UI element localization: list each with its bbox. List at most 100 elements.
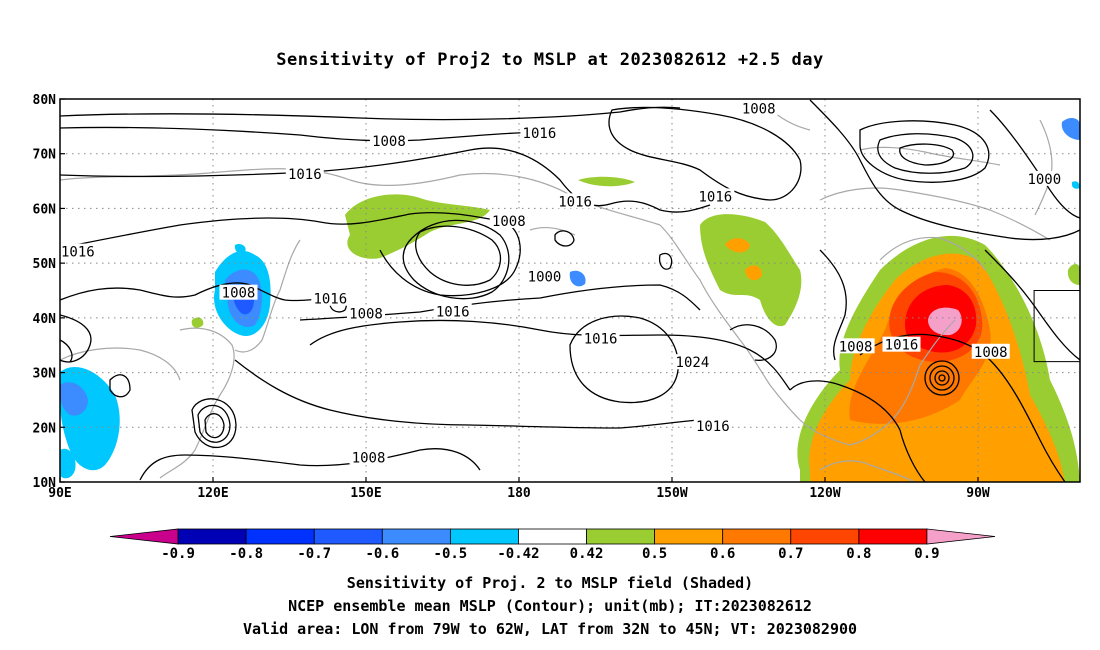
contour-line	[60, 126, 546, 142]
colorbar-label: -0.5	[434, 546, 468, 562]
contour-line	[309, 319, 791, 391]
contour-line	[234, 359, 701, 429]
x-tick-label: 90W	[966, 486, 990, 501]
colorbar-label: 0.7	[778, 546, 803, 562]
contour-label-bg	[433, 303, 472, 319]
colorbar-swatch	[926, 528, 996, 545]
contour-label-bg	[696, 188, 735, 204]
contour-line	[809, 99, 1080, 241]
y-tick-label: 70N	[33, 148, 57, 163]
mslp-contours	[60, 99, 1080, 482]
colorbar-label: 0.42	[570, 546, 604, 562]
map-title: Sensitivity of Proj2 to MSLP at 20230826…	[276, 50, 824, 70]
contour-line	[984, 249, 1080, 361]
colorbar-swatch	[245, 528, 315, 545]
positive-sensitivity-region	[345, 194, 490, 259]
contour-label-bg	[1025, 170, 1064, 186]
colorbar-label: -0.7	[297, 546, 331, 562]
x-tick-label: 120E	[197, 486, 228, 501]
coastline	[1034, 119, 1053, 216]
contour-label-bg	[311, 290, 350, 306]
contour-label: 1008	[492, 214, 526, 230]
contour-label-bg	[581, 330, 620, 346]
contour-label-bg	[347, 305, 385, 321]
positive-sensitivity-region	[578, 176, 635, 187]
valid-area-box	[1033, 290, 1080, 363]
colorbar-label: -0.42	[497, 546, 539, 562]
contour-label: 1016	[523, 126, 557, 142]
contour-label: 1024	[676, 355, 710, 371]
plot-frame	[59, 98, 1081, 483]
contour-label-bg	[520, 124, 559, 140]
contour-line	[859, 333, 1066, 482]
contour-line	[658, 252, 673, 270]
colorbar-swatch	[654, 528, 724, 545]
contour-label: 1000	[1027, 172, 1061, 188]
contour-line	[60, 282, 331, 302]
coastline	[819, 187, 1051, 241]
colorbar-swatch	[109, 528, 179, 545]
contour-label: 1016	[436, 304, 470, 320]
contour-label-bg	[60, 243, 97, 259]
contour-label-bg	[971, 343, 1010, 359]
caption-contour: NCEP ensemble mean MSLP (Contour); unit(…	[288, 597, 812, 615]
coastline	[819, 460, 916, 482]
negative-sensitivity-region	[1071, 181, 1080, 189]
contour-line	[60, 106, 681, 121]
coastline	[799, 319, 956, 446]
coastline	[659, 224, 801, 421]
contour-line	[608, 106, 802, 201]
positive-sensitivity-region	[928, 307, 962, 336]
coastline	[529, 226, 576, 236]
contour-line	[924, 360, 960, 396]
contour-line	[109, 374, 131, 398]
contour-line	[60, 147, 711, 213]
y-tick-label: 20N	[33, 421, 57, 436]
contour-label-bg	[285, 165, 324, 181]
positive-sensitivity-region	[745, 265, 762, 281]
x-axis: 90E120E150E180150W120W90W60W	[48, 477, 990, 501]
colorbar-swatch	[790, 528, 860, 545]
contour-line	[934, 370, 950, 386]
contour-label: 1008	[352, 450, 386, 466]
negative-sensitivity-region	[60, 448, 76, 479]
contour-label-bg	[525, 268, 564, 284]
colorbar-swatch	[177, 528, 247, 545]
x-tick-label: 150W	[656, 486, 687, 501]
y-tick-label: 80N	[33, 93, 57, 108]
coastline	[859, 146, 1001, 166]
contour-line	[819, 249, 847, 361]
contour-label: 1016	[558, 194, 592, 210]
contour-line	[197, 404, 231, 443]
coastline	[60, 347, 181, 381]
contour-line	[554, 230, 575, 247]
contour-line	[60, 211, 521, 297]
y-tick-label: 50N	[33, 257, 57, 272]
contour-label-bg	[673, 354, 712, 370]
contour-line	[859, 120, 990, 183]
contour-line	[60, 339, 73, 363]
colorbar: -0.9 -0.8 -0.7 -0.6 -0.5 -0.42 0.42 0.5 0.6 0.7 0.…	[109, 528, 996, 562]
contour-label: 1016	[61, 245, 95, 261]
contour-label: 1008	[974, 345, 1008, 361]
contour-label: 1008	[372, 134, 406, 150]
positive-sensitivity-region	[1067, 264, 1080, 285]
contour-label-bg	[489, 213, 528, 229]
contour-label: 1008	[839, 339, 873, 355]
contour-line	[204, 413, 225, 439]
contour-label: 1016	[288, 167, 322, 183]
coastline	[879, 236, 986, 271]
colorbar-swatch	[313, 528, 383, 545]
colorbar-swatch	[586, 528, 656, 545]
contour-line	[877, 133, 974, 174]
contour-line	[899, 143, 955, 166]
x-tick-label: 150E	[350, 486, 381, 501]
negative-sensitivity-region	[234, 243, 246, 254]
x-tick-label: 180	[507, 486, 531, 501]
contour-line	[139, 448, 481, 481]
positive-sensitivity-region	[191, 317, 204, 328]
colorbar-swatch	[381, 528, 451, 545]
negative-sensitivity-region	[1061, 118, 1080, 140]
colorbar-swatch	[518, 528, 587, 545]
